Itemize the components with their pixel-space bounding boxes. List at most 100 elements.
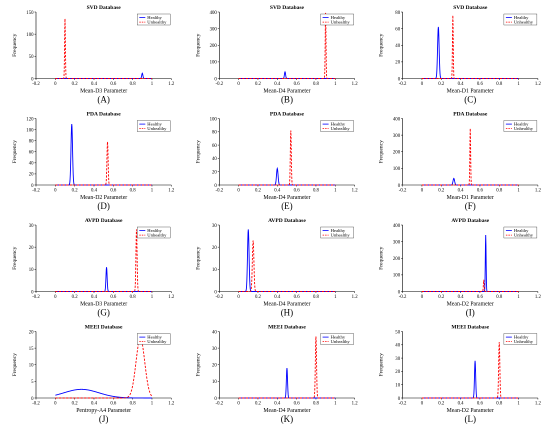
x-tick-label: 1 <box>151 295 154 300</box>
x-tick-label: 1 <box>517 295 520 300</box>
x-tick-label: 0.2 <box>255 189 262 194</box>
legend-healthy-label: Healthy <box>331 122 346 127</box>
chart-title: PDA Database <box>453 112 488 118</box>
x-axis-label: Mean-D1 Parameter <box>447 89 494 95</box>
series-unhealthy-line <box>421 128 519 186</box>
legend-box <box>137 13 171 26</box>
x-tick-label: -0.2 <box>216 295 224 300</box>
x-tick-label: 0.6 <box>110 82 117 87</box>
y-tick-label: 40 <box>212 157 217 162</box>
x-tick-label: 0.4 <box>458 189 465 194</box>
y-tick-label: 200 <box>393 257 401 262</box>
legend-box <box>320 333 354 345</box>
x-tick-label: -0.2 <box>32 82 40 87</box>
x-tick-label: 0.4 <box>458 295 465 300</box>
x-tick-label: 1 <box>334 82 337 87</box>
x-tick-label: -0.2 <box>399 402 407 407</box>
series-healthy-line <box>238 70 336 79</box>
x-axis-label: Pentropy-A4 Parameter <box>76 408 131 414</box>
panel-label: (L) <box>465 414 477 424</box>
legend-healthy-label: Healthy <box>147 122 162 127</box>
y-tick-label: 40 <box>29 162 34 167</box>
x-tick-label: -0.2 <box>216 402 224 407</box>
y-tick-label: 40 <box>395 344 400 349</box>
x-tick-label: 0.2 <box>438 295 445 300</box>
x-tick-label: 0.4 <box>91 295 98 300</box>
legend-healthy-label: Healthy <box>331 15 346 20</box>
y-tick-label: 0 <box>398 77 401 82</box>
x-axis-label: Mean-D4 Parameter <box>263 89 310 95</box>
y-axis-label: Frequency <box>12 140 18 163</box>
x-tick-label: 1.2 <box>168 402 175 407</box>
series-healthy-line <box>55 124 152 186</box>
y-tick-label: 100 <box>210 117 218 122</box>
y-tick-label: 40 <box>395 44 400 49</box>
x-tick-label: 0.6 <box>294 189 301 194</box>
y-tick-label: 60 <box>395 27 400 32</box>
y-axis-label: Frequency <box>379 140 385 163</box>
chart-panel: PDA Database-0.2 0 0.2 0.4 0.6 0.8 1 1.20204060… <box>12 112 175 212</box>
legend-healthy-label: Healthy <box>147 228 162 233</box>
series-unhealthy-line <box>55 141 152 186</box>
chart-panel: PDA Database-0.2 0 0.2 0.4 0.6 0.8 1 1.20100200… <box>379 112 542 212</box>
y-tick-label: 300 <box>393 134 401 139</box>
y-tick-label: 0 <box>31 77 34 82</box>
x-tick-label: 0 <box>237 82 240 87</box>
x-tick-label: 0.6 <box>110 295 117 300</box>
chart-title: MEEI Database <box>85 325 123 331</box>
chart-panel: MEEI Database-0.2 0 0.2 0.4 0.6 0.8 1 1.2010203… <box>379 325 542 425</box>
y-tick-label: 20 <box>395 370 400 375</box>
panel-label: (J) <box>99 414 109 424</box>
y-tick-label: 10 <box>212 268 217 273</box>
x-tick-label: 1 <box>151 402 154 407</box>
y-tick-label: 0 <box>31 290 34 295</box>
y-axis-label: Frequency <box>379 246 385 269</box>
chart-title: PDA Database <box>87 112 122 118</box>
y-tick-label: 0 <box>214 77 217 82</box>
chart-panel: MEEI Database-0.2 0 0.2 0.4 0.6 0.8 1 1.2010203… <box>195 325 358 425</box>
y-tick-label: 100 <box>26 33 34 38</box>
x-tick-label: 0.8 <box>313 295 320 300</box>
panel-label: (G) <box>97 308 110 318</box>
y-tick-label: 150 <box>26 11 34 16</box>
legend-healthy-label: Healthy <box>514 15 529 20</box>
panel-label: (K) <box>281 414 294 424</box>
y-tick-label: 10 <box>395 384 400 389</box>
x-tick-label: 0.6 <box>294 295 301 300</box>
series-healthy-line <box>421 360 519 399</box>
series-healthy-line <box>238 166 336 186</box>
x-axis-label: Mean-D3 Parameter <box>80 302 127 308</box>
x-tick-label: 1.2 <box>352 82 359 87</box>
x-tick-label: 0.6 <box>294 82 301 87</box>
panel-label: (I) <box>466 308 475 318</box>
legend-unhealthy-label: Unhealthy <box>147 233 167 238</box>
y-axis-label: Frequency <box>195 140 201 163</box>
y-tick-label: 80 <box>29 139 34 144</box>
x-tick-label: 0.2 <box>72 82 79 87</box>
y-tick-label: 0 <box>31 184 34 189</box>
y-tick-label: 10 <box>29 364 34 369</box>
x-tick-label: 1.2 <box>352 189 359 194</box>
y-tick-label: 20 <box>212 364 217 369</box>
chart-title: AVPD Database <box>85 218 123 224</box>
x-tick-label: -0.2 <box>399 295 407 300</box>
x-tick-label: 0 <box>237 402 240 407</box>
x-tick-label: -0.2 <box>216 82 224 87</box>
x-tick-label: 0.4 <box>274 402 281 407</box>
y-tick-label: 20 <box>29 173 34 178</box>
x-tick-label: 1.2 <box>535 82 542 87</box>
x-tick-label: 1 <box>517 82 520 87</box>
panel-label: (D) <box>97 201 110 211</box>
x-tick-label: 0.2 <box>255 82 262 87</box>
y-tick-label: 20 <box>212 171 217 176</box>
x-tick-label: 0.8 <box>130 402 137 407</box>
legend-unhealthy-label: Unhealthy <box>514 339 534 344</box>
x-tick-label: 0.4 <box>458 82 465 87</box>
y-tick-label: 20 <box>29 330 34 335</box>
x-tick-label: 0 <box>237 295 240 300</box>
x-axis-label: Mean-D4 Parameter <box>263 302 310 308</box>
x-tick-label: 0 <box>54 402 57 407</box>
y-tick-label: 400 <box>393 117 401 122</box>
chart-panel: AVPD Database-0.2 0 0.2 0.4 0.6 0.8 1 1.2010203… <box>195 218 358 318</box>
